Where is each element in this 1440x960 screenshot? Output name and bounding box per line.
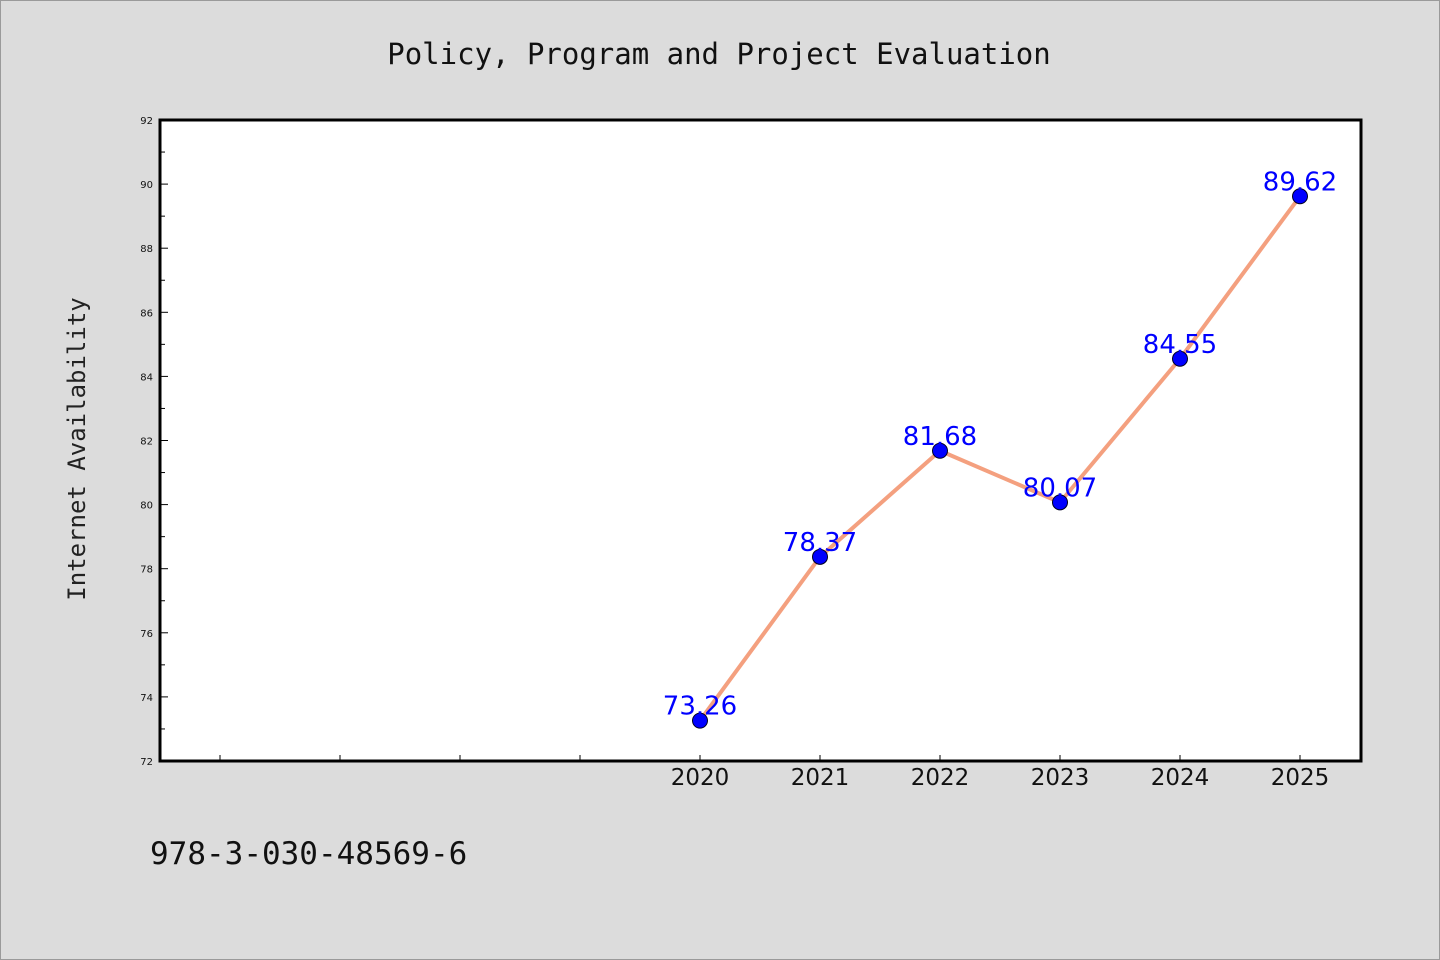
isbn-footer: 978-3-030-48569-6 bbox=[150, 836, 467, 872]
y-tick-label: 74 bbox=[140, 693, 153, 704]
y-tick-label: 82 bbox=[140, 437, 153, 448]
data-labels-layer: 73.26 78.37 81.68 80.07 84.55 89.62 bbox=[663, 167, 1337, 721]
x-tick-label: 2025 bbox=[1271, 765, 1330, 791]
y-tick-label: 88 bbox=[140, 244, 153, 255]
data-point bbox=[1052, 494, 1068, 511]
data-label: 81.68 bbox=[903, 422, 977, 452]
y-tick-label: 86 bbox=[140, 308, 153, 319]
y-axis-label: Internet Availability bbox=[63, 297, 91, 600]
y-tick-label: 90 bbox=[140, 180, 153, 191]
data-label: 84.55 bbox=[1143, 330, 1217, 360]
y-tick-label: 76 bbox=[140, 629, 153, 640]
y-tick-label: 78 bbox=[140, 565, 153, 576]
plot-area bbox=[158, 118, 1363, 763]
data-label: 73.26 bbox=[663, 692, 737, 722]
data-label: 78.37 bbox=[783, 528, 857, 558]
data-point bbox=[1172, 350, 1188, 367]
x-tick-label: 2020 bbox=[671, 765, 730, 791]
x-tick-label: 2024 bbox=[1151, 765, 1210, 791]
y-tick-label: 80 bbox=[140, 501, 153, 512]
data-point bbox=[812, 548, 828, 565]
y-tick-label: 92 bbox=[140, 116, 153, 127]
y-tick-label: 84 bbox=[140, 372, 153, 383]
chart-title: Policy, Program and Project Evaluation bbox=[387, 37, 1050, 71]
data-label: 80.07 bbox=[1023, 473, 1097, 503]
series-line bbox=[698, 195, 1302, 722]
series-layer bbox=[692, 188, 1308, 729]
x-tick-label: 2023 bbox=[1031, 765, 1090, 791]
data-label: 89.62 bbox=[1263, 167, 1337, 197]
data-point bbox=[932, 442, 948, 459]
y-axis-ticks: 72 74 76 78 80 82 84 86 88 90 92 bbox=[140, 116, 168, 768]
x-tick-label: 2022 bbox=[911, 765, 970, 791]
data-point bbox=[692, 712, 708, 729]
x-axis-ticks: 2020 2021 2022 2023 2024 2025 bbox=[219, 755, 1330, 791]
y-tick-label: 72 bbox=[140, 757, 153, 768]
x-tick-label: 2021 bbox=[791, 765, 850, 791]
data-point bbox=[1292, 188, 1308, 205]
